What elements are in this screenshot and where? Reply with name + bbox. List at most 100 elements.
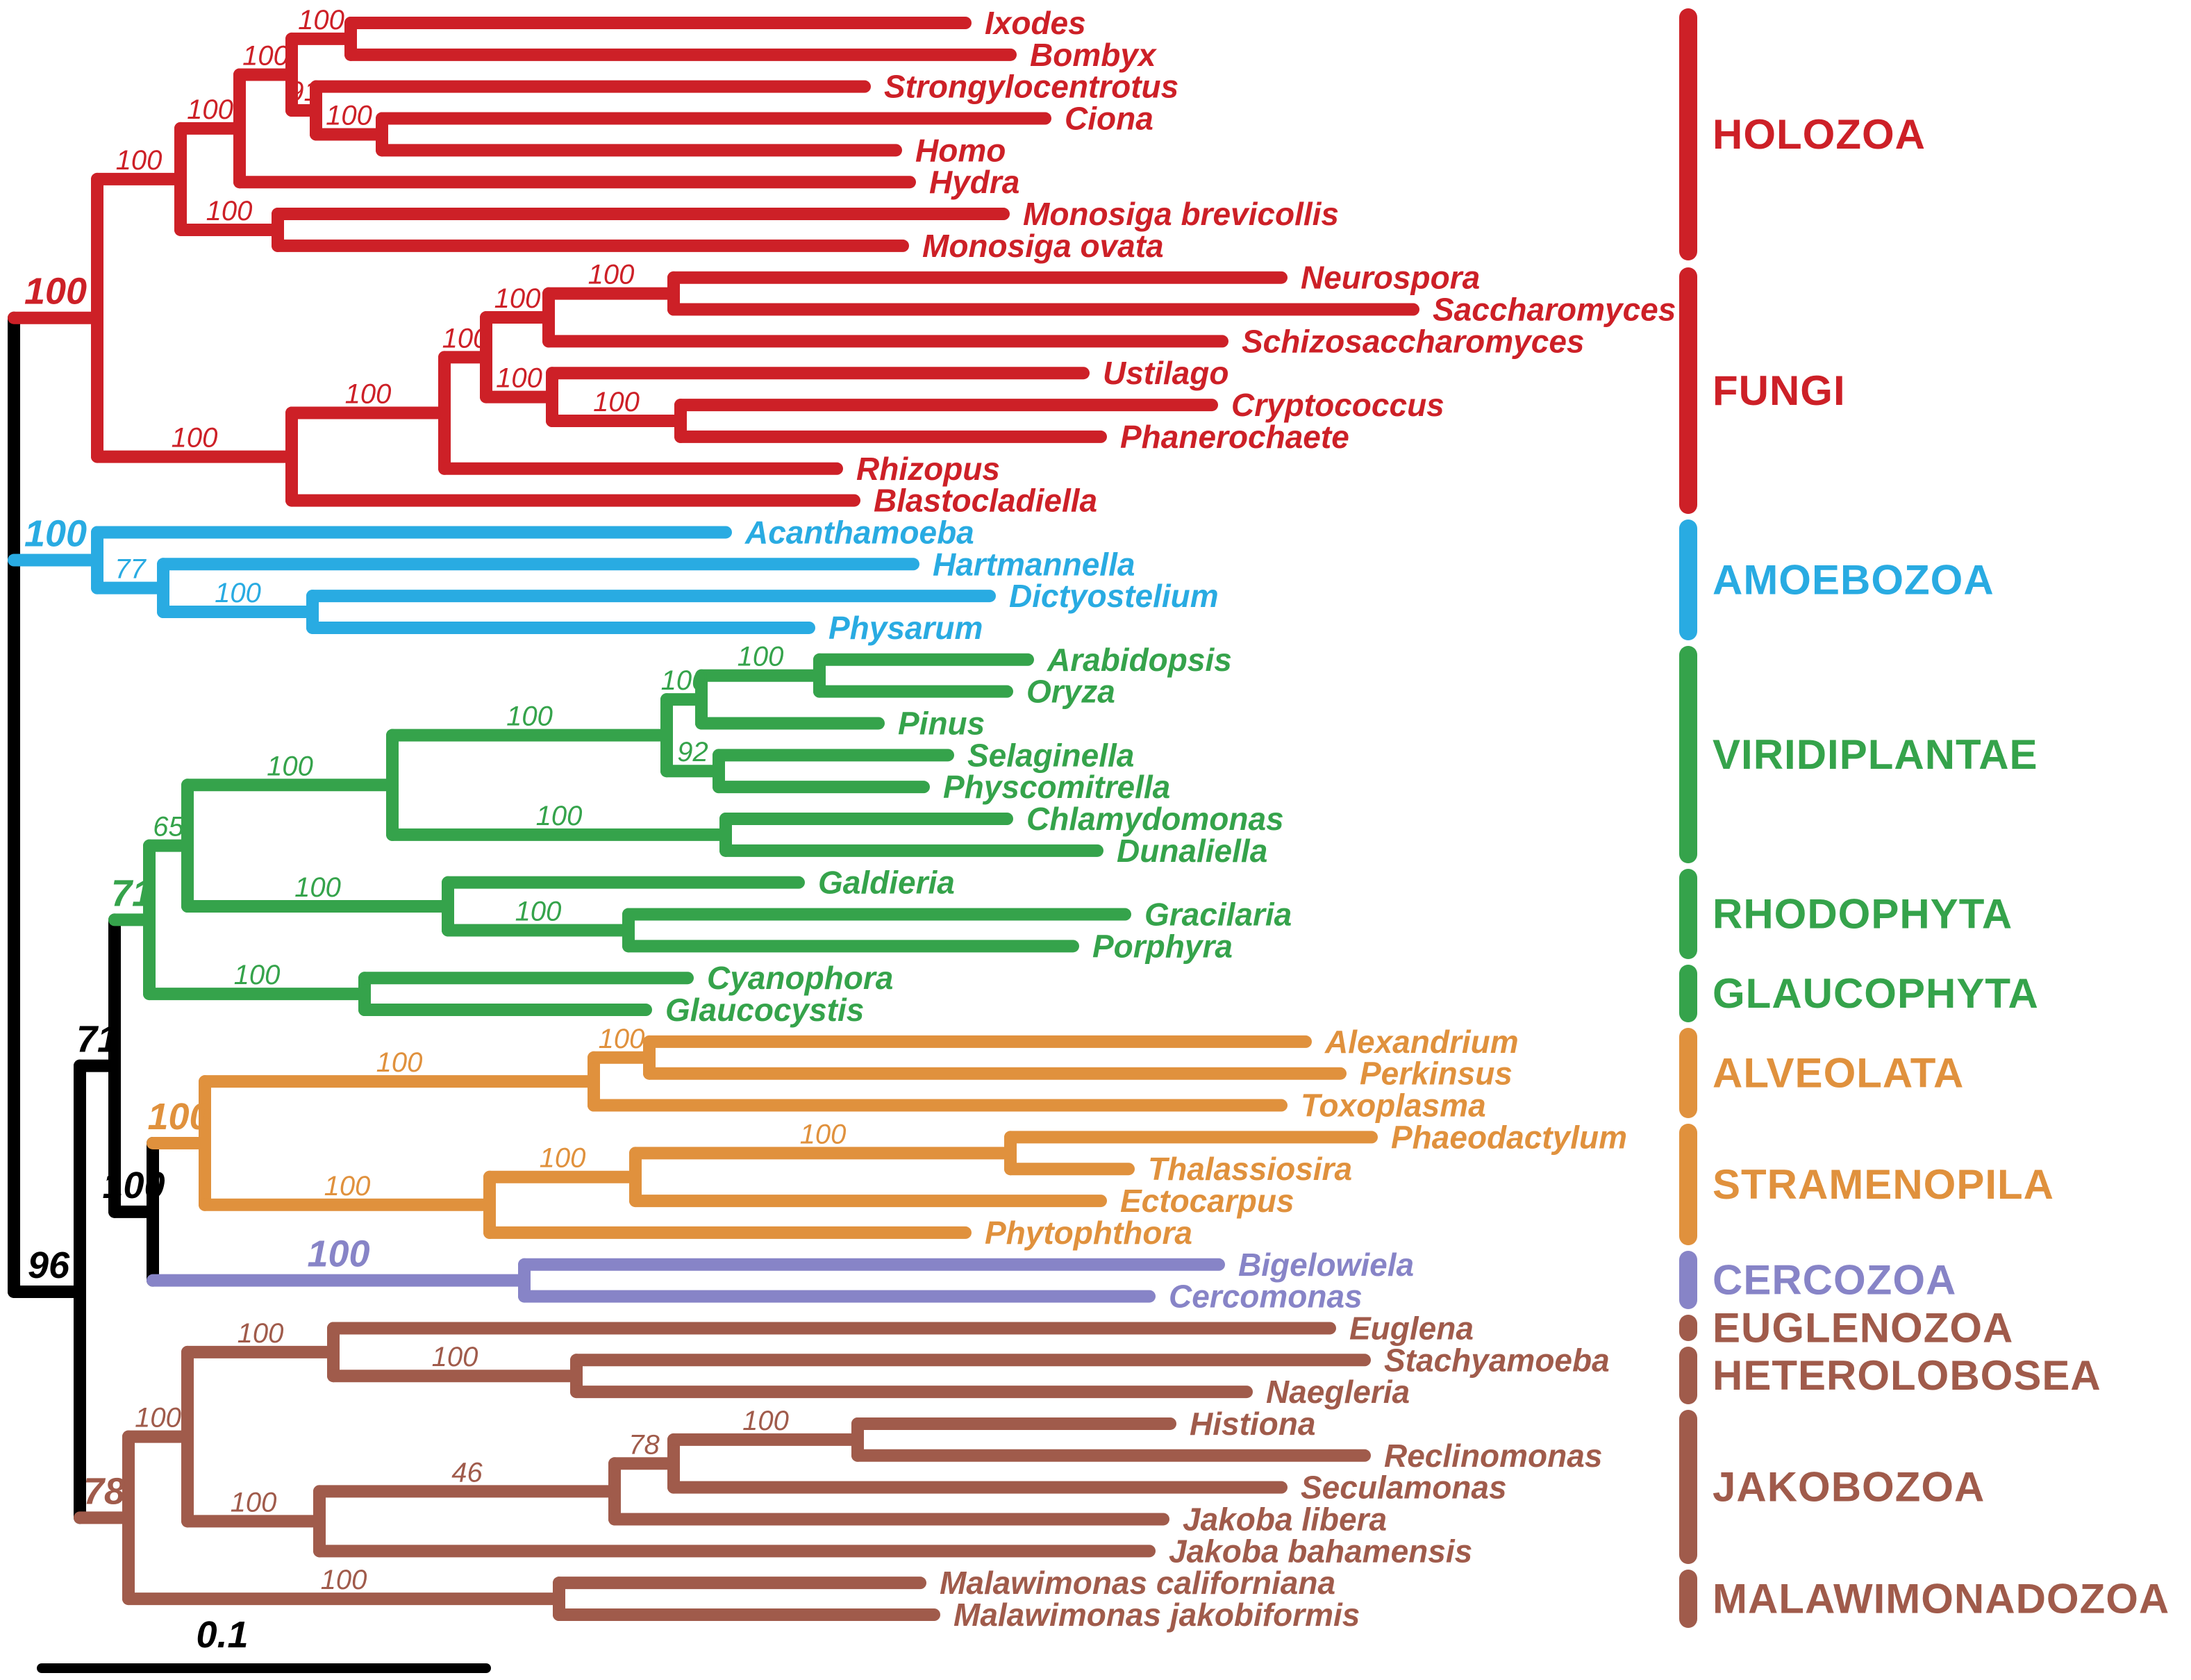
taxon-label-toxoplasma: Toxoplasma <box>1301 1088 1486 1124</box>
support-value: 100 <box>231 1487 277 1517</box>
taxon-label-hydra: Hydra <box>929 164 1019 200</box>
clade-bar-cercozoa <box>1679 1251 1697 1309</box>
taxon-label-jakoba-libera: Jakoba libera <box>1183 1501 1387 1537</box>
support-value: 71 <box>76 1019 118 1061</box>
clade-bar-rhodophyta <box>1679 869 1697 959</box>
support-value: 100 <box>298 5 344 35</box>
support-value: 100 <box>172 423 218 454</box>
taxon-label-selaginella: Selaginella <box>967 737 1134 773</box>
support-value: 100 <box>307 1233 369 1275</box>
clade-bar-viridiplantae <box>1679 646 1697 863</box>
taxon-label-euglena: Euglena <box>1349 1310 1474 1346</box>
taxon-label-cyanophora: Cyanophora <box>707 960 893 996</box>
support-value: 100 <box>536 801 583 831</box>
support-value: 100 <box>242 40 289 71</box>
taxon-label-bigelowiela: Bigelowiela <box>1238 1247 1414 1283</box>
taxon-label-strongylocentrotus: Strongylocentrotus <box>884 69 1178 105</box>
taxon-label-perkinsus: Perkinsus <box>1360 1056 1513 1092</box>
support-value: 100 <box>187 94 233 125</box>
taxon-label-schizosaccharomyces: Schizosaccharomyces <box>1242 323 1585 359</box>
taxon-label-chlamydomonas: Chlamydomonas <box>1026 801 1284 837</box>
taxon-label-phanerochaete: Phanerochaete <box>1120 419 1349 455</box>
support-value: 100 <box>234 960 281 990</box>
taxon-label-phaeodactylum: Phaeodactylum <box>1391 1119 1627 1155</box>
support-value: 100 <box>324 1171 371 1201</box>
clade-label-euglenozoa: EUGLENOZOA <box>1713 1305 2013 1352</box>
clade-bar-stramenopila <box>1679 1124 1697 1245</box>
support-value: 100 <box>321 1565 367 1595</box>
support-value: 100 <box>116 145 163 176</box>
taxon-label-reclinomonas: Reclinomonas <box>1384 1438 1602 1474</box>
tree-branches <box>8 17 1419 1673</box>
clade-label-alveolata: ALVEOLATA <box>1713 1050 1964 1097</box>
taxon-label-porphyra: Porphyra <box>1092 928 1233 964</box>
support-value: 96 <box>28 1245 70 1286</box>
support-value: 100 <box>515 896 562 926</box>
support-value: 100 <box>102 1165 165 1206</box>
taxon-label-ustilago: Ustilago <box>1103 355 1228 391</box>
clade-bar-jakobozoa <box>1679 1410 1697 1564</box>
support-value: 100 <box>540 1143 586 1174</box>
support-value: 77 <box>115 554 147 585</box>
taxon-label-naegleria: Naegleria <box>1266 1374 1410 1410</box>
support-value: 100 <box>432 1342 478 1372</box>
support-value: 100 <box>345 379 392 410</box>
taxon-label-physarum: Physarum <box>828 610 983 646</box>
taxon-label-monosiga-ovata: Monosiga ovata <box>922 228 1164 264</box>
clade-label-rhodophyta: RHODOPHYTA <box>1713 891 2013 938</box>
taxon-label-ciona: Ciona <box>1065 101 1153 137</box>
clade-label-stramenopila: STRAMENOPILA <box>1713 1161 2054 1208</box>
clade-label-fungi: FUNGI <box>1713 367 1846 414</box>
taxon-label-seculamonas: Seculamonas <box>1301 1470 1507 1506</box>
support-value: 78 <box>83 1470 125 1512</box>
taxon-label-jakoba-bahamensis: Jakoba bahamensis <box>1169 1533 1472 1569</box>
support-value: 92 <box>677 737 708 767</box>
taxon-label-ectocarpus: Ectocarpus <box>1120 1183 1294 1219</box>
support-value: 100 <box>135 1403 181 1433</box>
clade-label-cercozoa: CERCOZOA <box>1713 1257 1956 1304</box>
clade-bar-glaucophyta <box>1679 965 1697 1022</box>
clade-label-jakobozoa: JAKOBOZOA <box>1713 1464 1985 1511</box>
taxon-label-histiona: Histiona <box>1190 1406 1315 1442</box>
support-value: 100 <box>442 323 489 354</box>
support-value: 100 <box>24 271 87 313</box>
taxon-label-malawimonas-jakobiformis: Malawimonas jakobiformis <box>953 1597 1360 1633</box>
taxon-label-pinus: Pinus <box>898 705 985 741</box>
clade-bar-malawimonadozoa <box>1679 1570 1697 1628</box>
taxon-label-homo: Homo <box>915 132 1006 168</box>
taxon-label-thalassiosira: Thalassiosira <box>1148 1151 1352 1187</box>
taxon-label-monosiga-brevicollis: Monosiga brevicollis <box>1023 196 1339 232</box>
support-value: 100 <box>494 283 541 314</box>
taxon-label-cercomonas: Cercomonas <box>1169 1279 1363 1315</box>
clade-label-amoebozoa: AMOEBOZOA <box>1713 557 1994 604</box>
taxon-label-galdieria: Galdieria <box>818 865 955 901</box>
taxon-label-neurospora: Neurospora <box>1301 260 1480 296</box>
support-value: 100 <box>593 387 640 417</box>
support-value: 65 <box>153 812 184 842</box>
clade-bar-alveolata <box>1679 1028 1697 1118</box>
taxon-label-malawimonas-californiana: Malawimonas californiana <box>940 1565 1335 1601</box>
support-value: 91 <box>288 76 319 107</box>
taxon-label-dictyostelium: Dictyostelium <box>1009 578 1219 614</box>
clade-bar-amoebozoa <box>1679 519 1697 640</box>
clade-label-heterolobosea: HETEROLOBOSEA <box>1713 1352 2101 1399</box>
taxon-label-gracilaria: Gracilaria <box>1144 897 1292 933</box>
support-value: 100 <box>496 363 542 394</box>
taxon-label-rhizopus: Rhizopus <box>856 451 1000 487</box>
support-value: 100 <box>294 872 341 903</box>
support-value: 100 <box>742 1406 789 1436</box>
clade-label-malawimonadozoa: MALAWIMONADOZOA <box>1713 1576 2169 1622</box>
support-value: 100 <box>506 701 553 732</box>
support-value: 100 <box>599 1024 645 1054</box>
support-value: 100 <box>215 578 261 608</box>
clade-bar-heterolobosea <box>1679 1347 1697 1404</box>
clade-bar-euglenozoa <box>1679 1315 1697 1341</box>
support-value: 100 <box>588 260 635 290</box>
taxon-label-phytophthora: Phytophthora <box>985 1215 1192 1251</box>
support-value: 100 <box>376 1047 423 1078</box>
scale-bar-label: 0.1 <box>196 1614 248 1656</box>
taxon-label-oryza: Oryza <box>1026 674 1115 710</box>
support-value: 100 <box>238 1318 284 1349</box>
support-value: 100 <box>800 1119 847 1149</box>
